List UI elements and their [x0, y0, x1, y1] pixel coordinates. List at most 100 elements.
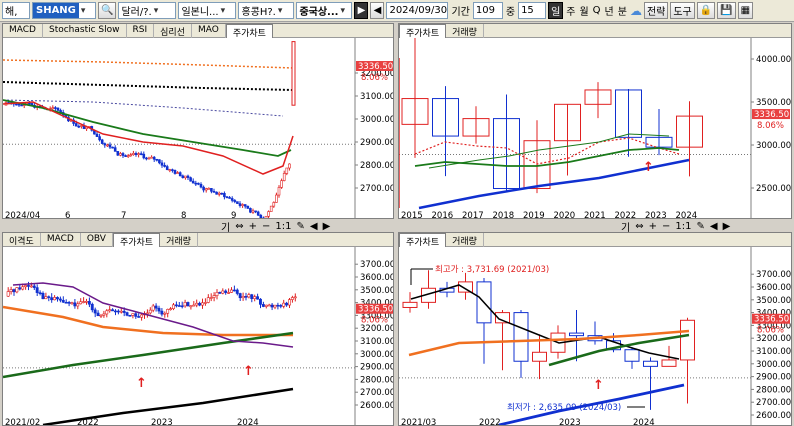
candle	[58, 298, 62, 301]
candle	[225, 196, 229, 199]
x-tick-label: 2024/04	[5, 211, 40, 219]
save-button[interactable]: 💾	[717, 2, 736, 19]
candle	[197, 182, 200, 185]
x-tick-label: 2024	[676, 211, 698, 219]
minute-button[interactable]: 분	[617, 7, 627, 18]
price-tag-label: 3336.50	[358, 305, 393, 315]
date-field[interactable]: 2024/09/30	[386, 2, 449, 19]
candle	[247, 294, 251, 298]
panel-tabs: 이격도 MACD OBV 주가차트 거래량	[3, 233, 393, 248]
lock-button[interactable]: 🔒	[696, 2, 716, 19]
tab-주가차트[interactable]: 주가차트	[399, 233, 447, 248]
tab-이격도[interactable]: 이격도	[3, 233, 41, 247]
tab-주가차트[interactable]: 주가차트	[112, 233, 161, 248]
prefix-field[interactable]: 해,	[2, 2, 30, 19]
month-button[interactable]: 월	[579, 7, 589, 18]
panel-weekly-chart: 이격도 MACD OBV 주가차트 거래량 3700.00 3600.00 3500.00 3…	[2, 232, 394, 426]
tab-MAO[interactable]: MAO	[192, 24, 226, 38]
x-tick-label: 2023	[645, 211, 667, 219]
day-button[interactable]: 일	[548, 2, 564, 19]
candle	[251, 210, 255, 213]
prev-button[interactable]: ◀	[370, 2, 385, 19]
candle	[202, 186, 205, 191]
candle	[168, 169, 172, 171]
price-tag-label: 3336.50	[754, 315, 789, 325]
quarterly-candle-chart[interactable]: 3700.00 3600.00 3500.00 3400.00 3300.00 3200.…	[399, 247, 791, 426]
candle	[113, 147, 117, 152]
next-icon[interactable]: ▶	[722, 221, 731, 232]
daily-candle-chart[interactable]: 3200.00 3100.00 3000.00 2900.00 2800.00 2700.…	[3, 38, 393, 219]
tab-심리선[interactable]: 심리선	[154, 24, 192, 38]
search-icon: 🔍	[101, 5, 114, 16]
candle	[462, 118, 490, 137]
candle	[137, 316, 141, 318]
currency-select[interactable]: 달러/?.	[118, 2, 177, 19]
strategy-button[interactable]: 전략	[643, 2, 669, 19]
tab-MACD[interactable]: MACD	[3, 24, 43, 38]
export-button[interactable]: ▦	[737, 2, 754, 19]
mini-toolbar-tl: 기 ⇔ + − 1:1 ✎ ◀ ▶	[220, 219, 331, 234]
market-select[interactable]: 중국상...	[296, 2, 353, 19]
prev-icon[interactable]: ◀	[309, 221, 318, 232]
candle	[17, 103, 21, 106]
tab-OBV[interactable]: OBV	[81, 233, 113, 247]
quarter-button[interactable]: Q	[592, 5, 601, 16]
tab-거래량[interactable]: 거래량	[446, 233, 484, 247]
tab-Stochastic Slow[interactable]: Stochastic Slow	[43, 24, 127, 38]
tab-거래량[interactable]: 거래량	[160, 233, 198, 247]
mini-tool-text[interactable]: 기	[621, 223, 631, 234]
candle	[160, 162, 164, 166]
x-tick-label: 2020	[554, 211, 576, 219]
year-button[interactable]: 년	[604, 7, 614, 18]
zoom-label[interactable]: 1:1	[675, 221, 692, 232]
candle	[116, 310, 120, 313]
play-button[interactable]: ▶	[354, 2, 369, 19]
period-input[interactable]: 109	[472, 2, 503, 19]
candle	[158, 159, 161, 164]
zoom-label[interactable]: 1:1	[275, 221, 292, 232]
candle	[624, 349, 640, 362]
tools-button[interactable]: 도구	[670, 2, 695, 19]
pan-icon[interactable]: ⇔	[235, 221, 244, 232]
cloud-icon[interactable]: ☁	[629, 3, 642, 18]
candle	[108, 144, 112, 148]
count-input[interactable]: 15	[518, 2, 547, 19]
mini-tool-text[interactable]: 기	[221, 223, 231, 234]
pan-icon[interactable]: ⇔	[635, 221, 644, 232]
search-button[interactable]: 🔍	[98, 2, 117, 19]
candle	[80, 125, 83, 127]
plus-icon[interactable]: +	[248, 221, 257, 232]
next-icon[interactable]: ▶	[322, 221, 331, 232]
tab-주가차트[interactable]: 주가차트	[399, 24, 447, 39]
candle	[230, 198, 234, 201]
weekly-candle-chart[interactable]: 3700.00 3600.00 3500.00 3400.00 3300.00 3200.…	[3, 247, 393, 426]
pct-tag-label: 8.06%	[757, 121, 784, 131]
tab-거래량[interactable]: 거래량	[446, 24, 484, 38]
candle	[106, 144, 109, 147]
plus-icon[interactable]: +	[648, 221, 657, 232]
tab-주가차트[interactable]: 주가차트	[225, 24, 273, 39]
panel-tabs: 주가차트 거래량	[399, 233, 791, 248]
yearly-candle-chart[interactable]: 5000.004500.004000.003500.003000.002500.…	[399, 38, 791, 219]
candle	[150, 156, 153, 159]
prev-icon[interactable]: ◀	[709, 221, 718, 232]
x-tick-label: 2021	[584, 211, 606, 219]
play-icon: ▶	[357, 5, 366, 16]
minus-icon[interactable]: −	[261, 221, 271, 232]
index1-select[interactable]: 일본니...	[178, 2, 237, 19]
week-button[interactable]: 주	[566, 7, 576, 18]
minus-icon[interactable]: −	[661, 221, 671, 232]
tab-RSI[interactable]: RSI	[127, 24, 155, 38]
tab-MACD[interactable]: MACD	[41, 233, 81, 247]
edit-icon[interactable]: ✎	[296, 221, 305, 232]
date-text: 2024/09/30	[389, 5, 448, 16]
ma-green	[3, 331, 294, 379]
code-select[interactable]: SHANG	[32, 2, 96, 19]
candle	[264, 304, 268, 307]
prev-icon: ◀	[373, 5, 382, 16]
panel-quarterly-chart: 주가차트 거래량 3700.00 3600.00 3500.00 3400.00 3300…	[398, 232, 792, 426]
edit-icon[interactable]: ✎	[696, 221, 705, 232]
candle	[230, 289, 233, 293]
candle	[402, 301, 418, 308]
index2-select[interactable]: 홍콩H?.	[238, 2, 295, 19]
